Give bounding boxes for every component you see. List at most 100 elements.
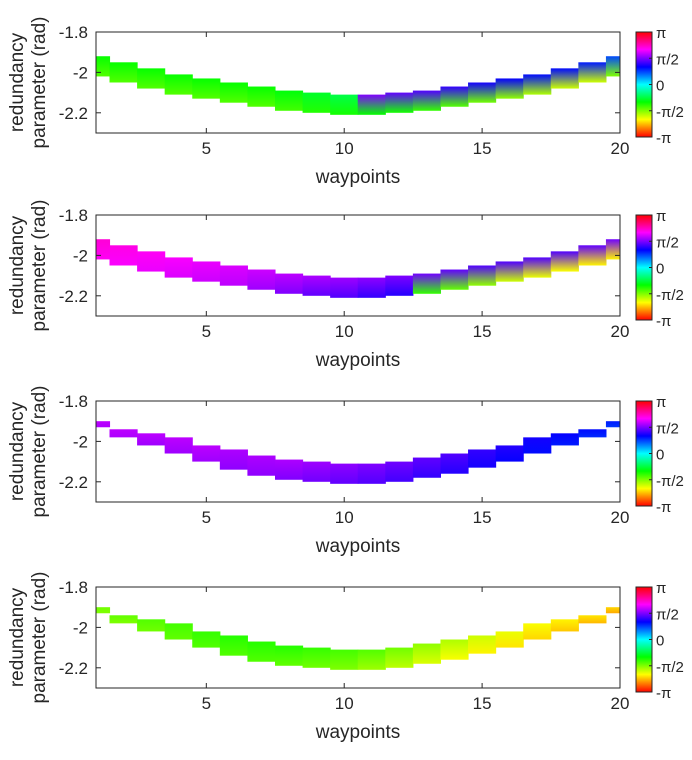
x-tick-label: 20	[611, 322, 630, 341]
band-waypoint-17	[523, 437, 552, 454]
band-waypoint-12	[385, 92, 414, 113]
band-waypoint-16	[495, 631, 524, 648]
colorbar-tick-label: -π/2	[656, 104, 684, 121]
chart-panel-2: 5 10 15 20 -1.8 -2 -2.2 waypoints redundancy para…	[7, 200, 684, 372]
band-waypoint-8	[274, 90, 304, 111]
x-tick-label: 20	[611, 508, 630, 527]
x-tick-label: 5	[202, 694, 211, 713]
colorbar-tick-label: -π	[656, 313, 671, 330]
colorbar-tick-label: π	[656, 208, 666, 225]
band-waypoint-9	[302, 92, 331, 113]
band-waypoint-1	[96, 239, 111, 260]
band-waypoint-20	[605, 607, 620, 614]
band-waypoint-12	[385, 647, 414, 668]
band-waypoint-20	[605, 56, 620, 77]
band-waypoint-15	[468, 449, 497, 468]
band-waypoint-10	[330, 463, 359, 484]
colorbar-tick-label: 0	[656, 78, 664, 95]
band-waypoint-16	[495, 261, 524, 282]
y-axis-label-line1: redundancy	[7, 401, 28, 501]
x-tick-label: 20	[611, 139, 630, 158]
colorbar-tick-label: -π/2	[656, 287, 684, 304]
y-tick-label: -2	[73, 618, 88, 637]
band-waypoint-5	[192, 445, 221, 462]
x-tick-label: 15	[473, 508, 492, 527]
colorbar-tick-label: 0	[656, 447, 664, 464]
y-tick-label: -2.2	[59, 104, 88, 123]
band-waypoint-17	[523, 257, 552, 278]
band-waypoint-15	[468, 265, 497, 286]
x-tick-label: 5	[202, 508, 211, 527]
band-waypoint-19	[578, 615, 607, 624]
band-waypoint-8	[274, 273, 304, 294]
band-waypoint-18	[550, 619, 579, 632]
colorbar-tick-label: π	[656, 25, 666, 42]
y-tick-label: -2.2	[59, 659, 88, 678]
band-waypoint-9	[302, 647, 331, 668]
axes-frame	[95, 586, 621, 689]
x-axis-label: waypoints	[315, 350, 401, 371]
band-waypoint-5	[192, 631, 221, 648]
band-waypoint-11	[357, 463, 386, 484]
y-tick-label: -2	[73, 63, 88, 82]
x-tick-label: 10	[335, 508, 354, 527]
x-tick-label: 5	[202, 322, 211, 341]
band-waypoint-1	[96, 421, 111, 428]
band-waypoint-3	[137, 251, 166, 272]
band-waypoint-16	[495, 445, 524, 462]
band-waypoint-16	[495, 78, 524, 99]
bands	[96, 421, 620, 484]
band-waypoint-7	[247, 641, 276, 662]
band-waypoint-18	[550, 433, 579, 446]
colorbar-tick-label: -π	[656, 685, 671, 702]
colorbar-tick-label: 0	[656, 633, 664, 650]
band-waypoint-1	[96, 56, 111, 77]
band-waypoint-13	[412, 90, 442, 111]
axes-frame	[95, 400, 621, 503]
band-waypoint-9	[302, 275, 331, 296]
band-waypoint-17	[523, 74, 552, 95]
colorbar-tick-label: -π/2	[656, 473, 684, 490]
band-waypoint-10	[330, 94, 359, 115]
band-waypoint-6	[219, 82, 248, 103]
band-waypoint-14	[440, 639, 469, 660]
band-waypoint-12	[385, 461, 414, 482]
y-tick-label: -1.8	[59, 578, 88, 597]
y-axis-label-line1: redundancy	[7, 587, 28, 687]
band-waypoint-3	[137, 68, 166, 89]
band-waypoint-15	[468, 635, 497, 654]
band-waypoint-19	[578, 62, 607, 83]
colorbar-tick-label: π	[656, 580, 666, 597]
colorbar-tick-label: π/2	[656, 606, 679, 623]
colorbar-tick-label: π/2	[656, 51, 679, 68]
y-axis-label-line1: redundancy	[7, 215, 28, 315]
y-tick-label: -1.8	[59, 392, 88, 411]
band-waypoint-10	[330, 277, 359, 298]
y-tick-label: -1.8	[59, 206, 88, 225]
band-waypoint-6	[219, 635, 248, 656]
chart-panel-4: 5 10 15 20 -1.8 -2 -2.2 waypoints redundancy para…	[7, 572, 684, 744]
band-waypoint-11	[357, 277, 386, 298]
band-waypoint-4	[164, 437, 193, 454]
band-waypoint-12	[385, 275, 414, 296]
band-waypoint-13	[412, 457, 442, 478]
band-waypoint-8	[274, 645, 304, 666]
x-tick-label: 5	[202, 139, 211, 158]
band-waypoint-2	[109, 62, 138, 83]
y-axis-label-line1: redundancy	[7, 32, 28, 132]
band-waypoint-7	[247, 86, 276, 107]
x-tick-label: 15	[473, 139, 492, 158]
band-waypoint-5	[192, 78, 221, 99]
band-waypoint-15	[468, 82, 497, 103]
band-waypoint-5	[192, 261, 221, 282]
colorbar-tick-label: -π	[656, 499, 671, 516]
colorbar-tick-label: π/2	[656, 234, 679, 251]
band-waypoint-19	[578, 245, 607, 266]
band-waypoint-18	[550, 68, 579, 89]
band-waypoint-6	[219, 265, 248, 286]
colorbar-tick-label: -π	[656, 130, 671, 147]
band-waypoint-10	[330, 649, 359, 670]
bands	[96, 607, 620, 670]
x-axis-label: waypoints	[315, 536, 401, 557]
